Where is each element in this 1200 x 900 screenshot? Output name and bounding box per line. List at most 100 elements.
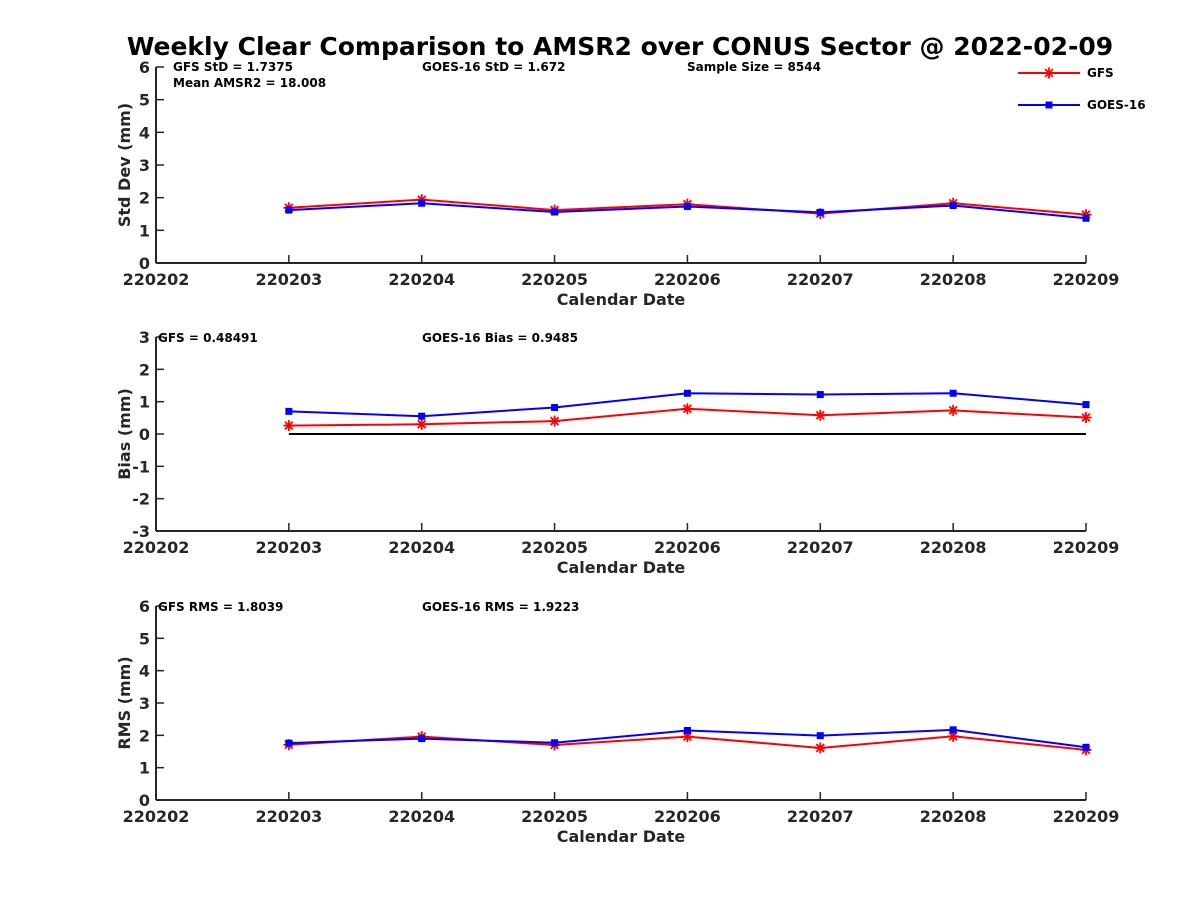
gfs-point	[549, 415, 561, 427]
y-tick-label: 5	[139, 629, 150, 648]
rms-panel: 0 1 2 3 4 5 6 220202 220203 220204 220205 220206 220…	[115, 597, 1119, 846]
goes16-point	[285, 739, 293, 747]
gfs-point	[814, 409, 826, 421]
gfs-point-stroke	[815, 743, 825, 753]
gfs-point	[283, 420, 295, 432]
x-tick-label: 220205	[521, 807, 588, 826]
y-tick-label: 2	[139, 360, 150, 379]
x-tick-label: 220203	[255, 807, 322, 826]
stat-annotation: GOES-16 StD = 1.672	[422, 60, 565, 74]
goes16-point	[683, 726, 691, 734]
goes16-point	[816, 208, 824, 216]
goes16-point	[551, 739, 559, 747]
y-tick-label: 2	[139, 726, 150, 745]
bias-panel: -3 -2 -1 0 1 2 3 220202 220203 220204 220205 220206…	[115, 328, 1119, 577]
y-tick-label: 3	[139, 328, 150, 347]
x-tick-label: 220208	[920, 270, 987, 289]
y-tick-label: 4	[139, 123, 150, 142]
gfs-point-stroke	[417, 419, 427, 429]
gfs-point	[947, 404, 959, 416]
stat-annotation: GOES-16 RMS = 1.9223	[422, 600, 579, 614]
chart-title: Weekly Clear Comparison to AMSR2 over CO…	[127, 32, 1113, 61]
x-axis-label: Calendar Date	[557, 290, 686, 309]
x-tick-label: 220207	[787, 807, 854, 826]
x-tick-label: 220205	[521, 270, 588, 289]
y-tick-label: 5	[139, 91, 150, 110]
gfs-point-stroke	[948, 731, 958, 741]
legend-gfs-asterisk-stroke	[1044, 68, 1054, 78]
stat-annotation: GFS = 0.48491	[158, 331, 258, 345]
goes16-point	[551, 403, 559, 411]
y-tick-label: 0	[139, 425, 150, 444]
y-tick-label: -1	[132, 457, 150, 476]
gfs-point	[814, 742, 826, 754]
gfs-point-stroke	[682, 732, 692, 742]
goes16-point	[683, 202, 691, 210]
gfs-point-stroke	[815, 410, 825, 420]
y-tick-label: -2	[132, 490, 150, 509]
x-tick-label: 220206	[654, 807, 721, 826]
std-dev-panel: 0 1 2 3 4 5 6 220202 220203 220204 220205 220206 220…	[115, 58, 1119, 309]
goes16-point	[949, 389, 957, 397]
y-tick-label: 6	[139, 58, 150, 77]
x-tick-label: 220204	[388, 270, 455, 289]
x-tick-label: 220202	[123, 538, 190, 557]
legend: GFS GOES-16	[1018, 66, 1146, 112]
x-tick-label: 220208	[920, 807, 987, 826]
x-tick-label: 220206	[654, 270, 721, 289]
y-tick-label: 1	[139, 759, 150, 778]
goes16-point	[1082, 401, 1090, 409]
goes16-point	[551, 208, 559, 216]
goes16-point	[1082, 743, 1090, 751]
x-tick-label: 220203	[255, 538, 322, 557]
gfs-point	[1080, 412, 1092, 424]
y-tick-label: 0	[139, 254, 150, 273]
goes16-point	[683, 389, 691, 397]
y-tick-label: 0	[139, 791, 150, 810]
x-tick-label: 220204	[388, 807, 455, 826]
gfs-point	[416, 418, 428, 430]
y-axis-label: Bias (mm)	[115, 388, 134, 480]
legend-goes-label: GOES-16	[1087, 98, 1146, 112]
y-axis-label: Std Dev (mm)	[115, 103, 134, 227]
x-tick-label: 220205	[521, 538, 588, 557]
stat-annotation: GFS StD = 1.7375	[173, 60, 293, 74]
x-tick-label: 220202	[123, 270, 190, 289]
stat-annotation: Mean AMSR2 = 18.008	[173, 76, 326, 90]
goes16-point	[285, 407, 293, 415]
y-tick-label: 6	[139, 597, 150, 616]
x-axis-label: Calendar Date	[557, 827, 686, 846]
x-tick-label: 220207	[787, 270, 854, 289]
x-tick-label: 220207	[787, 538, 854, 557]
legend-gfs-asterisk	[1043, 67, 1055, 79]
gfs-point	[681, 403, 693, 415]
x-tick-label: 220209	[1053, 807, 1120, 826]
y-tick-label: 3	[139, 156, 150, 175]
legend-gfs-label: GFS	[1087, 66, 1114, 80]
x-tick-label: 220203	[255, 270, 322, 289]
gfs-point-stroke	[682, 404, 692, 414]
gfs-point-stroke	[284, 421, 294, 431]
y-tick-label: 4	[139, 662, 150, 681]
x-tick-label: 220202	[123, 807, 190, 826]
stat-annotation: GOES-16 Bias = 0.9485	[422, 331, 578, 345]
y-axis-label: RMS (mm)	[115, 656, 134, 749]
goes16-point	[816, 732, 824, 740]
x-tick-label: 220208	[920, 538, 987, 557]
x-tick-label: 220204	[388, 538, 455, 557]
y-tick-label: -3	[132, 522, 150, 541]
goes16-point	[949, 726, 957, 734]
x-tick-label: 220209	[1053, 270, 1120, 289]
y-tick-label: 1	[139, 393, 150, 412]
x-axis-label: Calendar Date	[557, 558, 686, 577]
y-tick-label: 1	[139, 221, 150, 240]
goes16-point	[285, 206, 293, 214]
goes16-point	[1082, 214, 1090, 222]
x-tick-label: 220209	[1053, 538, 1120, 557]
legend-goes-marker	[1045, 101, 1053, 109]
gfs-point-stroke	[948, 405, 958, 415]
x-tick-label: 220206	[654, 538, 721, 557]
goes16-point	[418, 412, 426, 420]
gfs-point-stroke	[1081, 412, 1091, 423]
